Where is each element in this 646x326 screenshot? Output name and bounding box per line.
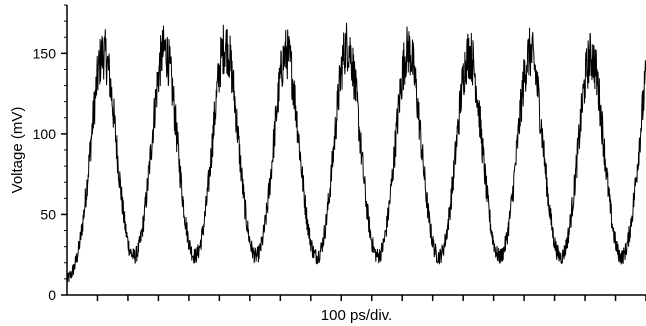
ticks: 0 50 100 150 bbox=[33, 4, 646, 303]
y-tick-label: 100 bbox=[33, 126, 57, 142]
y-axis-label: Voltage (mV) bbox=[9, 107, 26, 194]
y-tick-label: 0 bbox=[48, 287, 56, 303]
voltage-waveform-line bbox=[66, 22, 646, 283]
y-tick-label: 150 bbox=[33, 45, 57, 61]
x-axis-label: 100 ps/div. bbox=[321, 307, 392, 324]
y-tick-label: 50 bbox=[40, 206, 56, 222]
series-layer bbox=[66, 22, 646, 283]
